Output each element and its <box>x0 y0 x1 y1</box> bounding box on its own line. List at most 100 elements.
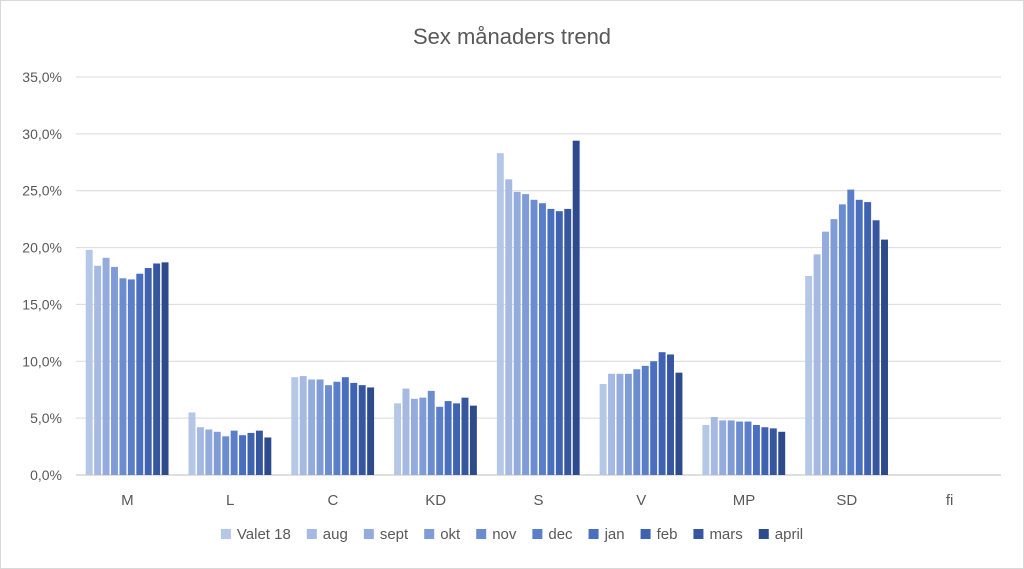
legend-swatch <box>424 529 435 539</box>
bar <box>736 421 744 475</box>
bar <box>513 191 521 475</box>
bar <box>855 199 863 475</box>
bar <box>522 194 530 475</box>
bar <box>127 279 135 475</box>
bar <box>744 421 752 475</box>
legend-label[interactable]: aug <box>323 526 348 543</box>
bar <box>572 140 580 475</box>
bar <box>394 403 402 475</box>
legend-label[interactable]: april <box>775 526 803 543</box>
bar <box>752 424 760 475</box>
bar <box>453 403 461 475</box>
bar <box>341 377 349 475</box>
bar <box>496 153 504 475</box>
bar <box>367 387 375 475</box>
bar <box>539 203 546 476</box>
bar <box>299 376 307 475</box>
bar <box>641 365 649 475</box>
bar <box>872 220 880 475</box>
bar <box>136 273 144 475</box>
bar <box>230 430 238 475</box>
legend-label[interactable]: dec <box>548 526 573 543</box>
x-tick-label: C <box>328 492 339 509</box>
bar <box>358 385 366 475</box>
bar <box>291 377 299 475</box>
x-tick-label: fi <box>946 492 954 509</box>
y-tick-label: 25,0% <box>22 183 62 199</box>
bar <box>153 263 161 475</box>
legend-label[interactable]: Valet 18 <box>237 526 291 543</box>
bar <box>410 398 418 475</box>
bar <box>675 372 683 475</box>
bar <box>419 397 427 475</box>
y-tick-label: 20,0% <box>22 240 62 256</box>
bar <box>144 268 152 475</box>
bar <box>239 435 247 475</box>
bar <box>813 254 821 475</box>
legend-label[interactable]: okt <box>440 526 461 543</box>
bar <box>727 420 735 475</box>
bar <box>599 384 607 475</box>
bar <box>761 427 769 475</box>
x-axis: M L C KD S V MP SD fi <box>121 492 953 509</box>
legend-swatch <box>758 529 769 539</box>
bar <box>196 427 204 475</box>
legend-label[interactable]: mars <box>709 526 742 543</box>
bar <box>188 412 196 475</box>
legend-swatch <box>363 529 374 539</box>
legend-label[interactable]: feb <box>657 526 678 543</box>
bar <box>769 428 777 475</box>
x-tick-label: M <box>121 492 134 509</box>
bar <box>633 369 641 475</box>
y-tick-label: 35,0% <box>22 69 62 85</box>
x-tick-label: MP <box>733 492 756 509</box>
legend-swatch <box>476 529 487 539</box>
bar <box>444 401 452 475</box>
y-tick-label: 30,0% <box>22 126 62 142</box>
legend-swatch <box>640 529 651 539</box>
bar <box>308 379 316 475</box>
legend-label[interactable]: jan <box>604 526 625 543</box>
bar <box>805 276 813 475</box>
bar <box>658 352 666 475</box>
bar <box>608 373 615 475</box>
bar <box>650 361 658 475</box>
bar <box>111 266 118 475</box>
bar <box>436 406 444 475</box>
y-tick-label: 10,0% <box>22 353 62 369</box>
bar <box>624 373 632 475</box>
bar <box>222 436 230 475</box>
bar <box>719 420 727 475</box>
bar <box>822 231 829 475</box>
bar <box>205 429 213 475</box>
bar <box>402 388 410 475</box>
bar <box>847 189 855 475</box>
bar <box>469 405 477 475</box>
bars <box>85 140 888 476</box>
legend-swatch <box>693 529 704 539</box>
bar <box>161 262 169 475</box>
bar <box>264 437 272 475</box>
legend-label[interactable]: nov <box>492 526 517 543</box>
bar <box>247 432 255 475</box>
legend-swatch <box>588 529 599 539</box>
legend[interactable]: Valet 18 aug sept okt nov dec jan feb mars april <box>220 526 803 543</box>
y-tick-label: 0,0% <box>30 467 62 483</box>
legend-label[interactable]: sept <box>380 526 409 543</box>
bar <box>702 424 710 475</box>
bar <box>555 211 563 475</box>
legend-swatch <box>532 529 543 539</box>
y-axis-ticks: 0,0% 5,0% 10,0% 15,0% 20,0% 25,0% 30,0% 35,0% <box>22 69 62 483</box>
bar <box>316 379 324 475</box>
bar <box>830 219 838 475</box>
y-tick-label: 15,0% <box>22 296 62 312</box>
bar <box>881 239 888 475</box>
bar <box>85 249 93 475</box>
bar <box>350 382 358 475</box>
bar <box>255 430 263 475</box>
legend-swatch <box>306 529 317 539</box>
bar <box>778 431 786 475</box>
x-tick-label: L <box>226 492 234 509</box>
